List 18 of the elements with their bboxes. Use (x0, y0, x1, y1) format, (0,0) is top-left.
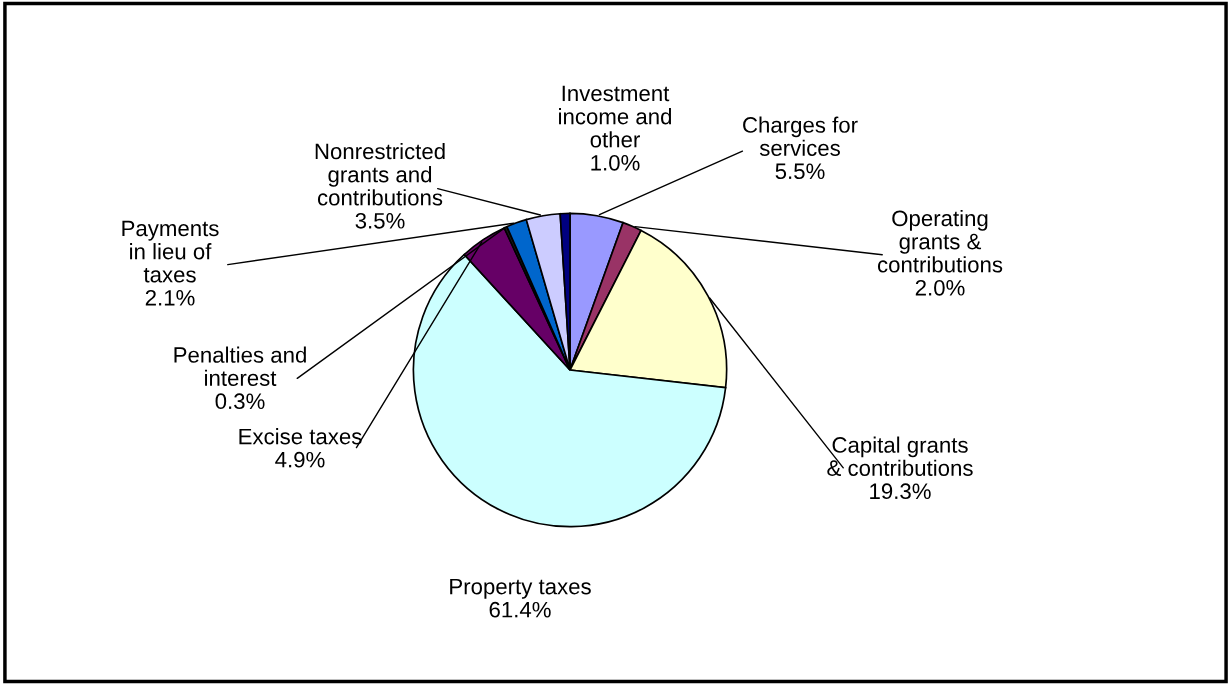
data-label: 61.4% (489, 601, 551, 618)
data-label: 2.1% (145, 289, 195, 306)
data-label: 3.5% (355, 212, 405, 229)
slice-label: Charges for services (743, 116, 858, 156)
slice-label: Excise taxes (239, 428, 362, 445)
slice-label: Property taxes (450, 578, 591, 599)
data-label: 1.0% (591, 154, 640, 171)
data-label: 4.9% (275, 451, 325, 468)
data-label: 5.5% (775, 163, 825, 180)
data-label: 0.3% (215, 393, 265, 410)
slice-label: Payments in lieu of taxes (122, 220, 219, 283)
data-label: 19.3% (870, 483, 931, 500)
slice-label: Operating grants & contributions (877, 209, 1003, 273)
data-label: 2.0% (915, 279, 965, 296)
slice-label: Penalties and interest (174, 346, 306, 386)
slice-label: Investment income and other (559, 85, 672, 148)
slice-label: Capital grants & contributions (827, 436, 973, 476)
slice-label: Nonrestricted grants and contributions (315, 142, 445, 206)
